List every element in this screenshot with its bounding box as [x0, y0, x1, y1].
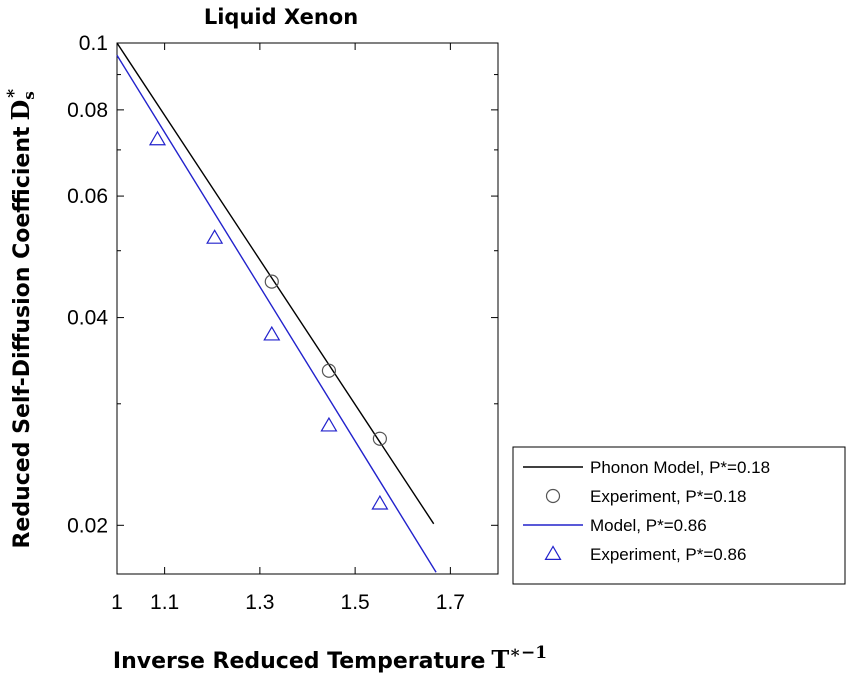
data-point-circle: [321, 363, 337, 378]
y-tick-label: 0.02: [67, 514, 108, 537]
data-point-circle: [372, 431, 387, 446]
data-point-triangle: [148, 130, 167, 146]
legend: Phonon Model, P*=0.18 Experiment, P*=0.18…: [512, 446, 846, 585]
data-point-triangle: [263, 325, 281, 341]
x-tick-label: 1.5: [341, 591, 370, 614]
y-tick-label: 0.1: [79, 32, 108, 55]
legend-entry-label: Experiment, P*=0.86: [590, 545, 746, 564]
x-tick-label: 1.3: [245, 591, 274, 614]
legend-swatch-triangle: [544, 545, 562, 561]
y-axis-label: Reduced Self-Diffusion CoefficientDs∗: [1, 87, 38, 548]
series-line-2: [116, 54, 437, 573]
data-point-triangle: [371, 494, 389, 510]
series-line-0: [116, 42, 435, 525]
x-axis: 1 1.1 1.3 1.5 1.7: [111, 43, 465, 614]
legend-entry-label: Experiment, P*=0.18: [590, 487, 746, 506]
chart-title: Liquid Xenon: [204, 5, 358, 29]
x-tick-label: 1.1: [150, 591, 179, 614]
data-point-triangle: [320, 416, 338, 432]
legend-entry-label: Phonon Model, P*=0.18: [590, 458, 770, 477]
legend-swatch-circle: [545, 488, 561, 504]
legend-entry-label: Model, P*=0.86: [590, 516, 707, 535]
y-tick-label: 0.06: [67, 185, 108, 208]
plot-frame: [116, 42, 499, 575]
y-tick-label: 0.08: [67, 99, 108, 122]
y-axis: 0.02 0.04 0.06 0.08 0.1: [67, 32, 498, 537]
legend-box: [512, 446, 846, 585]
x-tick-label: 1: [111, 591, 123, 614]
data-point-circle: [264, 274, 279, 289]
data-point-triangle: [206, 229, 224, 244]
series-layer: [116, 42, 437, 573]
x-tick-label: 1.7: [436, 591, 465, 614]
x-axis-label: Inverse Reduced Temperature T∗−1: [113, 643, 547, 674]
y-tick-label: 0.04: [67, 307, 108, 330]
